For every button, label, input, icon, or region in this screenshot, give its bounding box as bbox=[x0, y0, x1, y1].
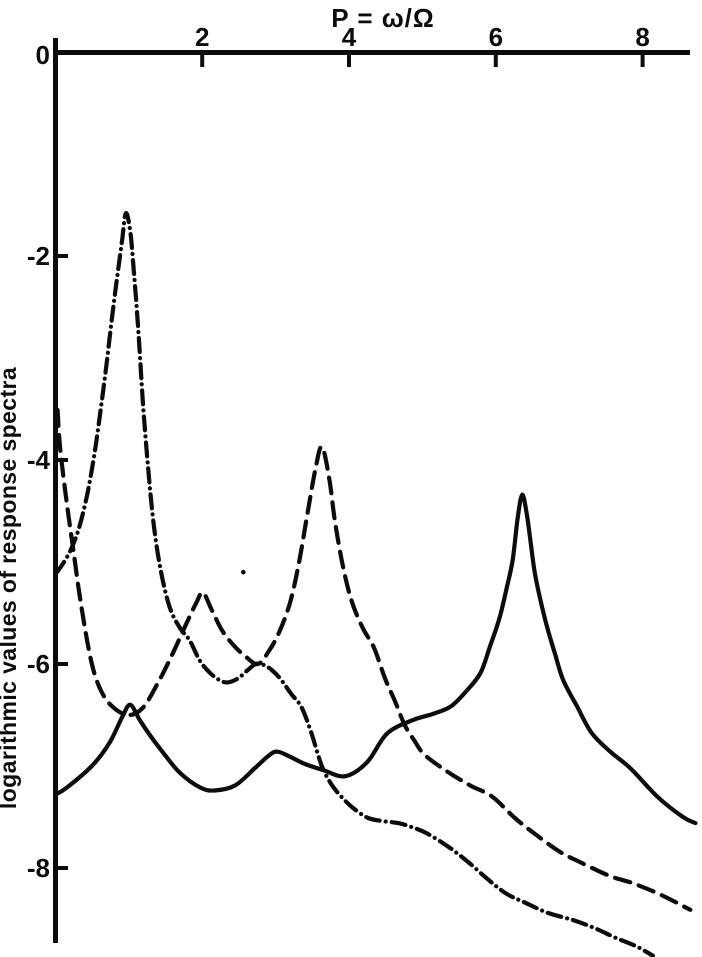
x-tick-label: 6 bbox=[489, 22, 503, 52]
x-tick-1: 4 bbox=[342, 22, 357, 67]
x-tick-0: 2 bbox=[195, 22, 209, 67]
y-axis-title: logarithmic values of response spectra bbox=[0, 367, 21, 809]
x-tick-label: 4 bbox=[342, 22, 357, 52]
dash-dot-curve bbox=[54, 211, 655, 957]
x-tick-label: 2 bbox=[195, 22, 209, 52]
y-tick-0: -2 bbox=[27, 241, 68, 271]
y-tick-label: -8 bbox=[27, 853, 50, 883]
y-tick-label: -6 bbox=[27, 649, 50, 679]
x-axis-title: P = ω/Ω bbox=[331, 3, 435, 33]
y-ticks: -2 -4 -6 -8 bbox=[27, 241, 68, 883]
x-tick-2: 6 bbox=[489, 22, 503, 67]
y-tick-label: -2 bbox=[27, 241, 50, 271]
y-tick-3: -8 bbox=[27, 853, 68, 883]
dashed-curve bbox=[55, 407, 693, 912]
x-ticks: 2 4 6 8 bbox=[195, 22, 650, 67]
stray-dot-artifact bbox=[241, 569, 246, 575]
solid-curve bbox=[53, 492, 698, 826]
y-tick-2: -6 bbox=[27, 649, 68, 679]
y-tick-label: -4 bbox=[27, 445, 51, 475]
origin-label: 0 bbox=[36, 40, 50, 70]
plot-curves bbox=[53, 211, 698, 957]
x-tick-3: 8 bbox=[635, 22, 650, 67]
x-tick-label: 8 bbox=[635, 22, 649, 52]
